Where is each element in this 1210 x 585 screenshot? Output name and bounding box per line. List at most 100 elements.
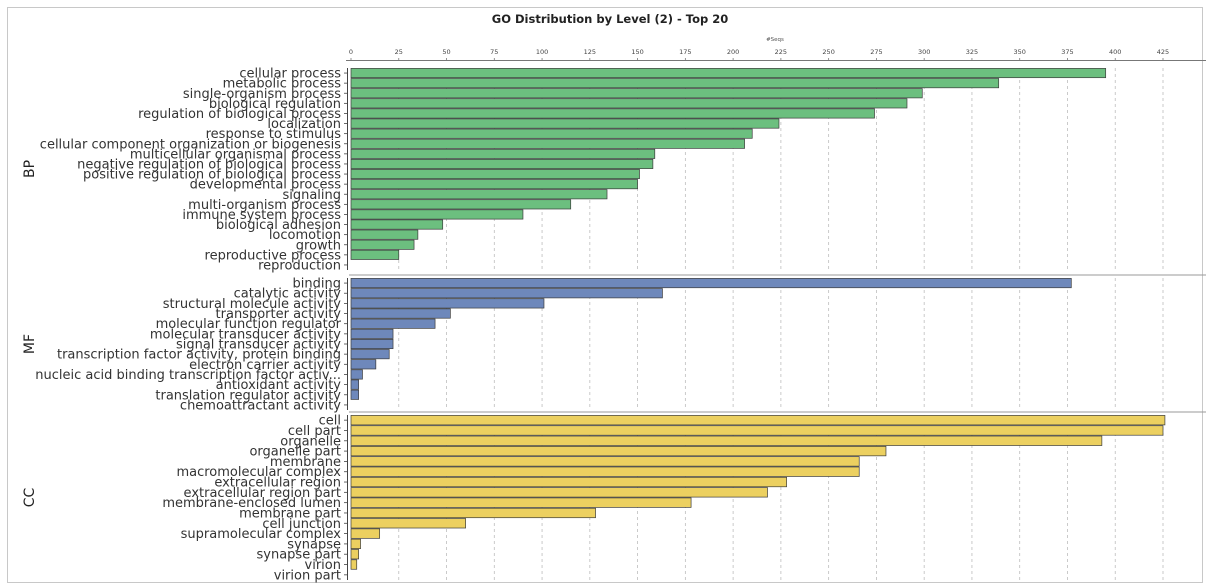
bar-growth [350,239,415,250]
bar-antioxidant-activity [350,379,359,390]
bar-extracellular-region-part [350,487,768,498]
category-label-metabolic-process: metabolic process [223,77,342,92]
x-tick-label: 100 [536,48,548,56]
bar-molecular-transducer-activity [350,328,394,339]
bar-negative-regulation-of-biological-process [350,158,654,169]
category-label-multi-organism-process: multi-organism process [188,198,341,213]
bar-organelle [350,435,1103,446]
category-label-response-to-stimulus: response to stimulus [206,127,342,142]
chart-title: GO Distribution by Level (2) - Top 20 [492,12,728,26]
x-tick-label: 0 [349,48,353,56]
x-tick-label: 25 [395,48,403,56]
category-label-extracellular-region-part: extracellular region part [184,486,341,501]
category-label-membrane: membrane [270,455,341,470]
category-label-cellular-component-organization-or-biogenesis: cellular component organization or bioge… [40,137,341,152]
x-tick-label: 275 [870,48,882,56]
panel-label-cc: CC [22,488,38,508]
category-label-electron-carrier-activity: electron carrier activity [189,358,341,373]
category-label-extracellular-region: extracellular region [214,476,341,491]
bar-single-organism-process [350,88,923,99]
category-label-negative-regulation-of-biological-process: negative regulation of biological proces… [77,157,341,172]
x-tick-label: 225 [775,48,787,56]
outer-frame [7,7,1203,583]
bar-macromolecular-complex [350,466,860,477]
bar-catalytic-activity [350,288,663,299]
bar-positive-regulation-of-biological-process [350,169,640,180]
category-label-transporter-activity: transporter activity [216,307,342,322]
category-label-molecular-transducer-activity: molecular transducer activity [150,327,341,342]
grid-layer [398,68,1164,580]
bar-cell-junction [350,518,466,529]
bar-electron-carrier-activity [350,359,377,370]
bars-layer [350,68,1166,570]
x-tick-label: 400 [1109,48,1121,56]
category-label-reproductive-process: reproductive process [205,248,342,263]
category-label-synapse: synapse [287,537,341,552]
bar-transcription-factor-activity-protein-binding [350,349,390,360]
panel-label-mf: MF [22,334,38,354]
bar-binding [350,278,1072,289]
bar-organelle-part [350,446,887,457]
category-label-nucleic-acid-binding-transcription-factor-activ: nucleic acid binding transcription facto… [35,368,341,383]
bar-metabolic-process [350,78,1000,89]
category-label-translation-regulator-activity: translation regulator activity [155,388,341,403]
bar-response-to-stimulus [350,128,753,139]
category-label-localization: localization [267,117,341,132]
category-label-positive-regulation-of-biological-process: positive regulation of biological proces… [83,168,341,183]
category-label-catalytic-activity: catalytic activity [234,287,342,302]
bar-multicellular-organismal-process [350,148,656,159]
category-label-biological-adhesion: biological adhesion [216,218,341,233]
bar-membrane-part [350,507,596,519]
x-tick-label: 150 [631,48,643,56]
bar-nucleic-acid-binding-transcription-factor-activ [350,369,363,380]
category-label-synapse-part: synapse part [257,548,342,563]
bar-molecular-function-regulator [350,318,436,329]
bar-reproductive-process [350,249,400,260]
bar-cell [350,415,1166,426]
x-tick-label: 350 [1013,48,1025,56]
category-label-cell: cell [319,414,341,429]
bar-supramolecular-complex [350,528,381,539]
x-axis-unit-label: #Seqs [766,37,784,43]
bar-extracellular-region [350,476,787,488]
bar-cellular-component-organization-or-biogenesis [350,138,745,149]
category-label-developmental-process: developmental process [190,178,342,193]
x-tick-label: 200 [727,48,739,56]
bar-translation-regulator-activity [350,389,359,400]
bar-signaling [350,189,608,200]
category-label-chemoattractant-activity: chemoattractant activity [180,398,341,413]
category-label-organelle-part: organelle part [249,445,341,460]
category-label-transcription-factor-activity-protein-binding: transcription factor activity, protein b… [57,348,341,363]
x-tick-label: 250 [822,48,834,56]
bar-locomotion [350,229,419,240]
category-label-reproduction: reproduction [258,258,341,273]
category-label-binding: binding [293,277,341,292]
category-label-molecular-function-regulator: molecular function regulator [156,317,342,332]
category-label-virion-part: virion part [274,568,341,583]
bar-synapse-part [350,549,359,560]
category-label-structural-molecule-activity: structural molecule activity [163,297,342,312]
bar-signal-transducer-activity [350,338,394,350]
category-label-signaling: signaling [282,188,341,203]
bar-biological-adhesion [350,219,444,230]
x-tick-label: 325 [966,48,978,56]
category-label-cell-part: cell part [288,424,341,439]
category-label-macromolecular-complex: macromolecular complex [176,465,341,480]
category-label-locomotion: locomotion [269,228,341,243]
bar-transporter-activity [350,308,451,319]
x-tick-label: 125 [584,48,596,56]
panel-label-bp: BP [22,160,38,178]
bar-biological-regulation [350,98,908,109]
x-tick-label: 175 [679,48,691,56]
axis-layer: 0 25 50 75 100 125 150 175 200 225 250 275 300 325 350… [344,48,1206,580]
bar-virion [350,559,358,570]
x-tick-label: 375 [1061,48,1073,56]
bar-regulation-of-biological-process [350,108,875,119]
x-tick-label: 425 [1157,48,1169,56]
category-label-cellular-process: cellular process [239,67,341,82]
category-label-antioxidant-activity: antioxidant activity [216,378,342,393]
category-label-single-organism-process: single-organism process [183,87,341,102]
x-tick-label: 75 [490,48,498,56]
x-tick-label: 50 [442,48,450,56]
